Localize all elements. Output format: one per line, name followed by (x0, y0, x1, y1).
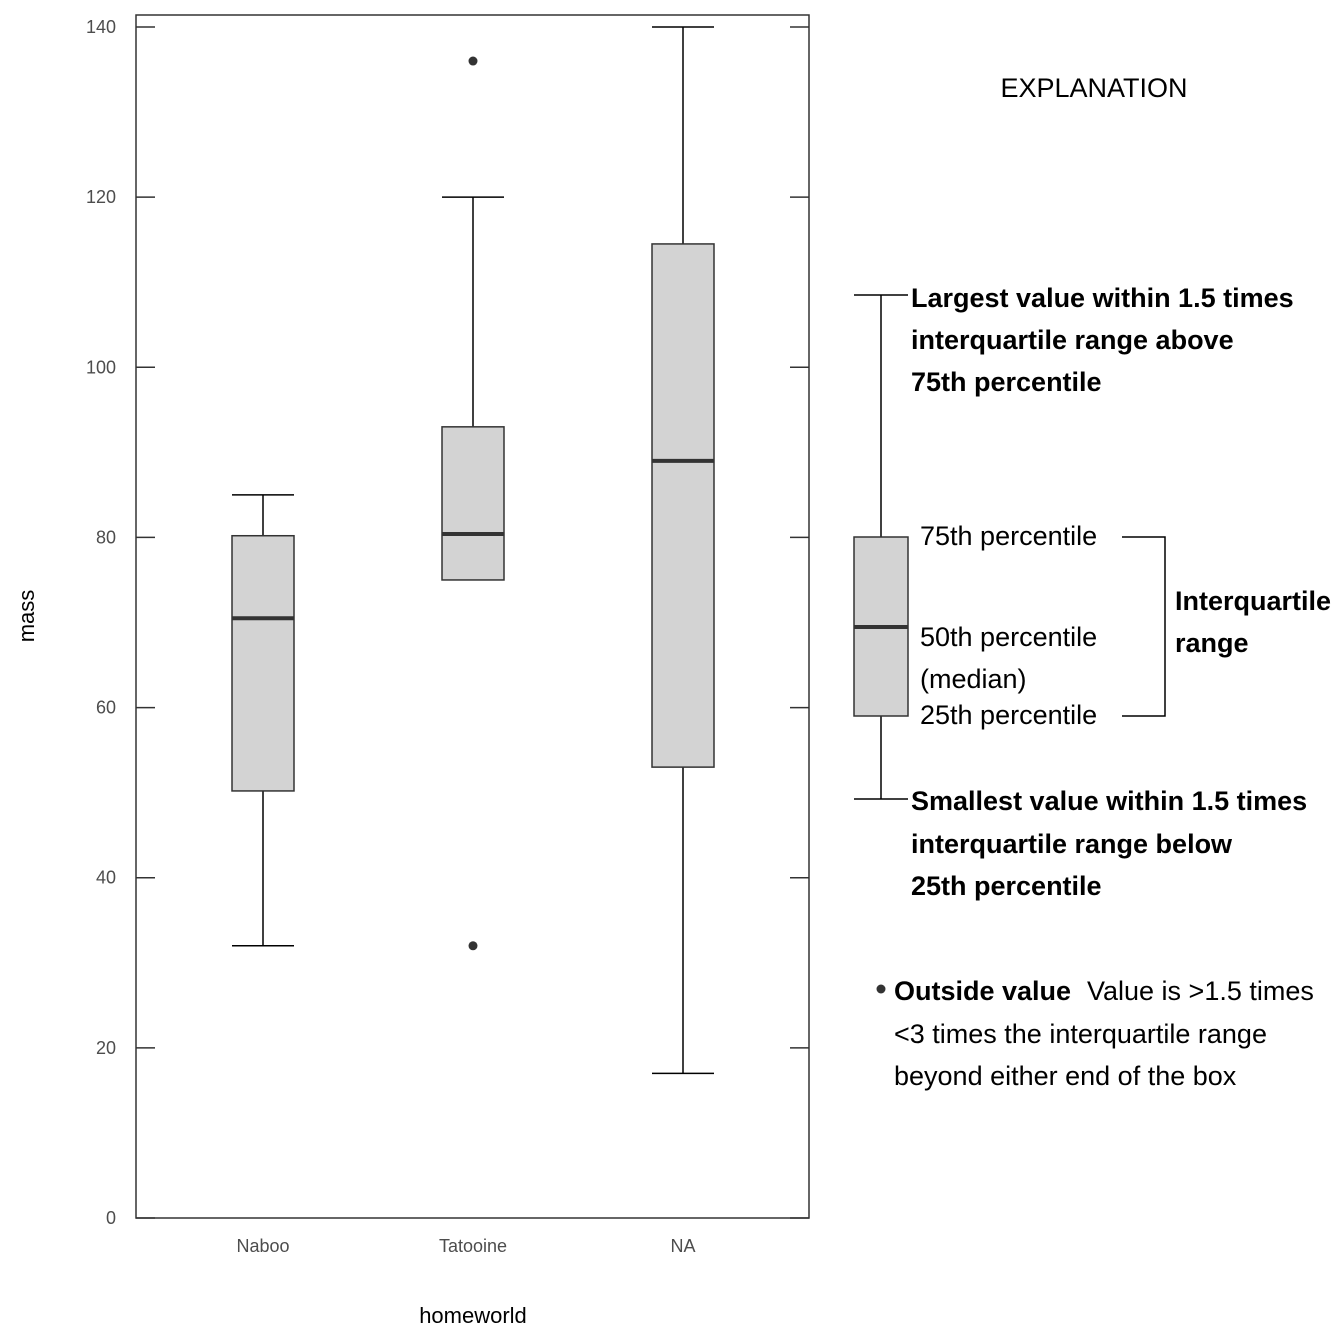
iqr-box (651, 243, 715, 768)
y-tick-label: 120 (86, 187, 116, 207)
outlier-point (468, 941, 478, 951)
legend-iqr-bracket (1122, 536, 1166, 717)
legend-outlier-dot (876, 984, 886, 994)
legend-p25-label: 25th percentile (920, 700, 1097, 730)
x-axis: Naboo Tatooine NA (236, 1236, 695, 1256)
y-axis-title: mass (14, 590, 39, 643)
legend-outside-value-label: Outside value (894, 976, 1071, 1006)
x-tick-label: NA (670, 1236, 695, 1256)
y-tick-label: 140 (86, 17, 116, 37)
x-axis-title: homeworld (419, 1303, 527, 1328)
y-tick-label: 20 (96, 1038, 116, 1058)
legend-lower-whisker-label: Smallest value within 1.5 times interqua… (911, 786, 1315, 901)
x-tick-label: Naboo (236, 1236, 289, 1256)
y-tick-label: 0 (106, 1208, 116, 1228)
iqr-box (231, 534, 295, 792)
box-na (651, 26, 715, 1075)
y-axis: 0 20 40 60 80 100 120 140 (86, 17, 809, 1228)
iqr-box (441, 426, 505, 581)
legend-outside-value-desc: Value is >1.5 times <3 times the interqu… (894, 976, 1321, 1091)
legend-upper-whisker-label: Largest value within 1.5 times interquar… (911, 283, 1301, 397)
explanation-title: EXPLANATION (1000, 73, 1187, 103)
legend-p50-label: 50th percentile (median) (920, 622, 1105, 694)
y-tick-label: 60 (96, 698, 116, 718)
y-tick-label: 80 (96, 527, 116, 547)
y-tick-label: 40 (96, 868, 116, 888)
legend-iqr-label: Interquartile range (1175, 586, 1339, 658)
box-tatooine (441, 56, 505, 951)
boxes-group (231, 26, 715, 1075)
outlier-point (468, 56, 478, 66)
y-tick-label: 100 (86, 357, 116, 377)
box-naboo (231, 494, 295, 947)
legend-p75-label: 75th percentile (920, 521, 1097, 551)
explanation-legend: EXPLANATION Largest value within 1.5 tim… (853, 73, 1339, 1091)
x-tick-label: Tatooine (439, 1236, 507, 1256)
